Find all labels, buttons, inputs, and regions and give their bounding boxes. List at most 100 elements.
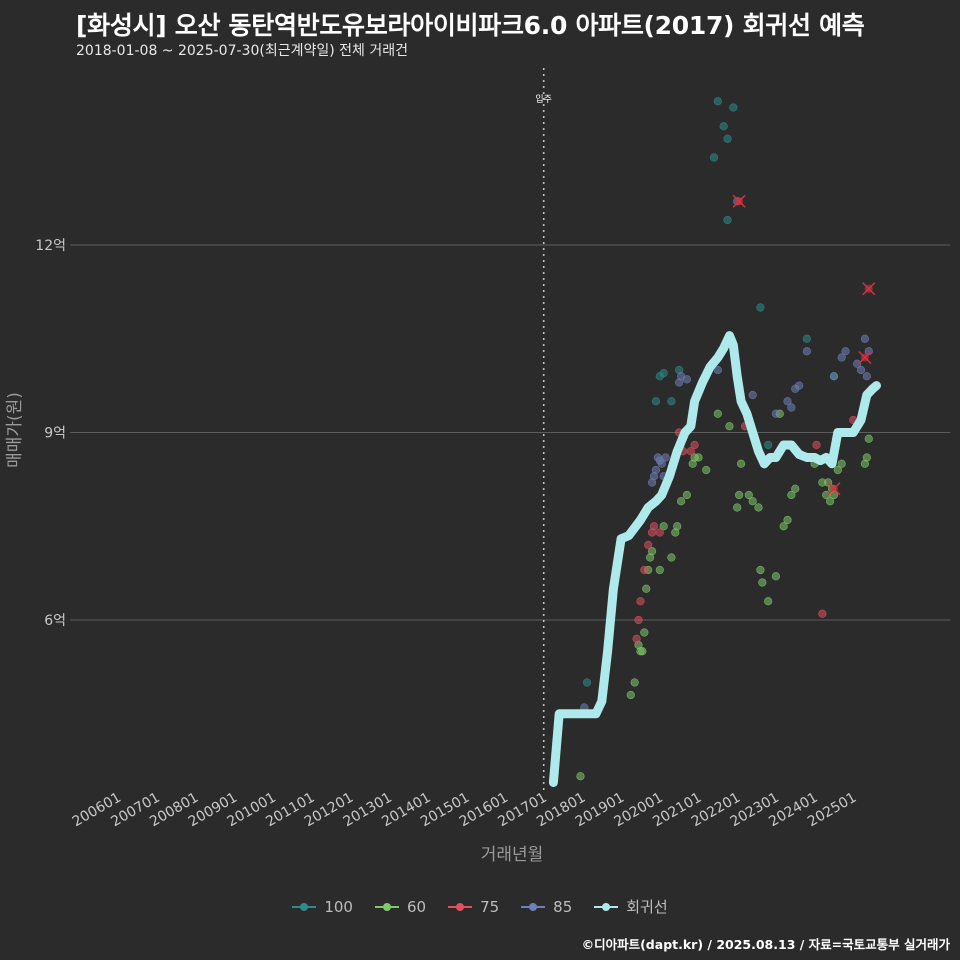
point-s85 — [771, 409, 781, 418]
point-s75 — [632, 634, 641, 643]
point-s60 — [733, 503, 742, 512]
legend-item-60: 60 — [374, 896, 427, 917]
point-s85 — [853, 359, 862, 368]
point-s60 — [655, 565, 664, 575]
point-s60 — [638, 647, 647, 656]
cancelled-x-marker — [862, 282, 876, 296]
point-s85 — [862, 372, 871, 381]
legend-key-85-icon — [521, 897, 546, 917]
legend-item-75: 75 — [448, 896, 499, 917]
regression-line — [548, 331, 881, 787]
legend-key-100-icon — [292, 897, 317, 917]
point-s60 — [735, 490, 744, 500]
point-s85 — [829, 372, 839, 381]
cancelled-x-marker — [732, 194, 746, 208]
y-axis-title: 매매가(원) — [5, 392, 25, 468]
point-s75 — [818, 609, 827, 618]
point-s85 — [856, 365, 866, 375]
y-tick-label: 9억 — [44, 426, 66, 442]
point-s100 — [764, 440, 773, 450]
legend-label-100: 100 — [324, 897, 353, 916]
point-s85 — [864, 347, 873, 356]
point-s60 — [771, 572, 781, 581]
point-s100 — [667, 397, 676, 406]
point-s60 — [725, 422, 734, 431]
point-s75 — [690, 440, 699, 450]
point-s100 — [659, 369, 668, 378]
point-s100 — [723, 134, 732, 143]
legend-item-85: 85 — [521, 896, 572, 917]
point-s60 — [626, 690, 635, 700]
point-s75 — [655, 528, 664, 537]
point-s85 — [795, 381, 804, 390]
point-s85 — [783, 397, 792, 406]
point-s60 — [659, 522, 668, 531]
point-s60 — [779, 522, 788, 531]
point-s60 — [576, 772, 585, 781]
point-s60 — [702, 465, 711, 475]
point-s60 — [694, 453, 703, 462]
point-s60 — [791, 484, 800, 493]
legend-label-regression: 회귀선 — [626, 898, 668, 916]
point-s85 — [651, 465, 661, 475]
point-s60 — [676, 497, 686, 506]
legend-key-60-icon — [374, 897, 399, 917]
point-s60 — [748, 497, 757, 506]
point-s85 — [713, 365, 722, 375]
point-s85 — [802, 347, 811, 356]
point-s60 — [667, 553, 676, 562]
chart-title: [화성시] 오산 동탄역반도유보라아이비파크6.0 아파트(2017) 회귀선 … — [76, 11, 865, 40]
point-s60 — [758, 578, 767, 587]
legend-label-60: 60 — [406, 897, 427, 916]
point-s85 — [837, 353, 846, 362]
legend-key-regression-icon — [594, 897, 619, 917]
point-s60 — [825, 497, 835, 506]
point-s85 — [657, 459, 666, 468]
point-s60 — [673, 522, 682, 531]
point-s100 — [719, 122, 728, 131]
point-s100 — [723, 215, 732, 225]
point-s60 — [744, 490, 753, 500]
point-s85 — [841, 347, 850, 356]
point-s75 — [634, 615, 643, 625]
x-axis-title: 거래년월 — [481, 845, 544, 865]
point-s60 — [736, 459, 746, 468]
point-s85 — [661, 453, 670, 462]
y-tick-label: 12억 — [35, 238, 66, 254]
point-s85 — [748, 390, 757, 400]
point-s60 — [682, 490, 691, 500]
point-s75 — [686, 447, 695, 456]
point-s85 — [682, 375, 691, 384]
point-s100 — [802, 334, 811, 343]
point-s75 — [812, 440, 821, 450]
point-s75 — [636, 597, 645, 606]
point-s100 — [756, 303, 765, 312]
point-s85 — [787, 403, 796, 412]
point-s60 — [754, 503, 763, 512]
point-s60 — [862, 453, 871, 462]
footer-credit: ©디아파트(dapt.kr) / 2025.08.13 / 자료=국토교통부 실… — [581, 937, 950, 952]
point-s60 — [837, 459, 846, 468]
point-s60 — [756, 565, 765, 575]
point-s60 — [647, 547, 657, 556]
legend-item-100: 100 — [292, 896, 353, 917]
chart-subtitle: 2018-01-08 ~ 2025-07-30(최근계약일) 전체 거래건 — [76, 43, 408, 59]
legend-item-regression: 회귀선 — [594, 896, 668, 917]
point-s60 — [713, 409, 722, 418]
point-s60 — [630, 678, 639, 687]
legend-label-75: 75 — [480, 897, 500, 916]
point-s60 — [787, 490, 796, 500]
point-s60 — [864, 434, 873, 443]
point-s75 — [640, 565, 649, 575]
move-in-label: 입주 — [535, 93, 552, 105]
point-s60 — [764, 597, 773, 606]
y-tick-label: 6억 — [44, 613, 66, 629]
legend-label-85: 85 — [553, 897, 573, 916]
point-s75 — [649, 522, 659, 531]
point-s60 — [833, 465, 842, 475]
point-s100 — [582, 678, 592, 687]
cancelled-x-marker — [858, 350, 872, 365]
point-s75 — [644, 540, 653, 550]
point-s60 — [642, 584, 651, 593]
